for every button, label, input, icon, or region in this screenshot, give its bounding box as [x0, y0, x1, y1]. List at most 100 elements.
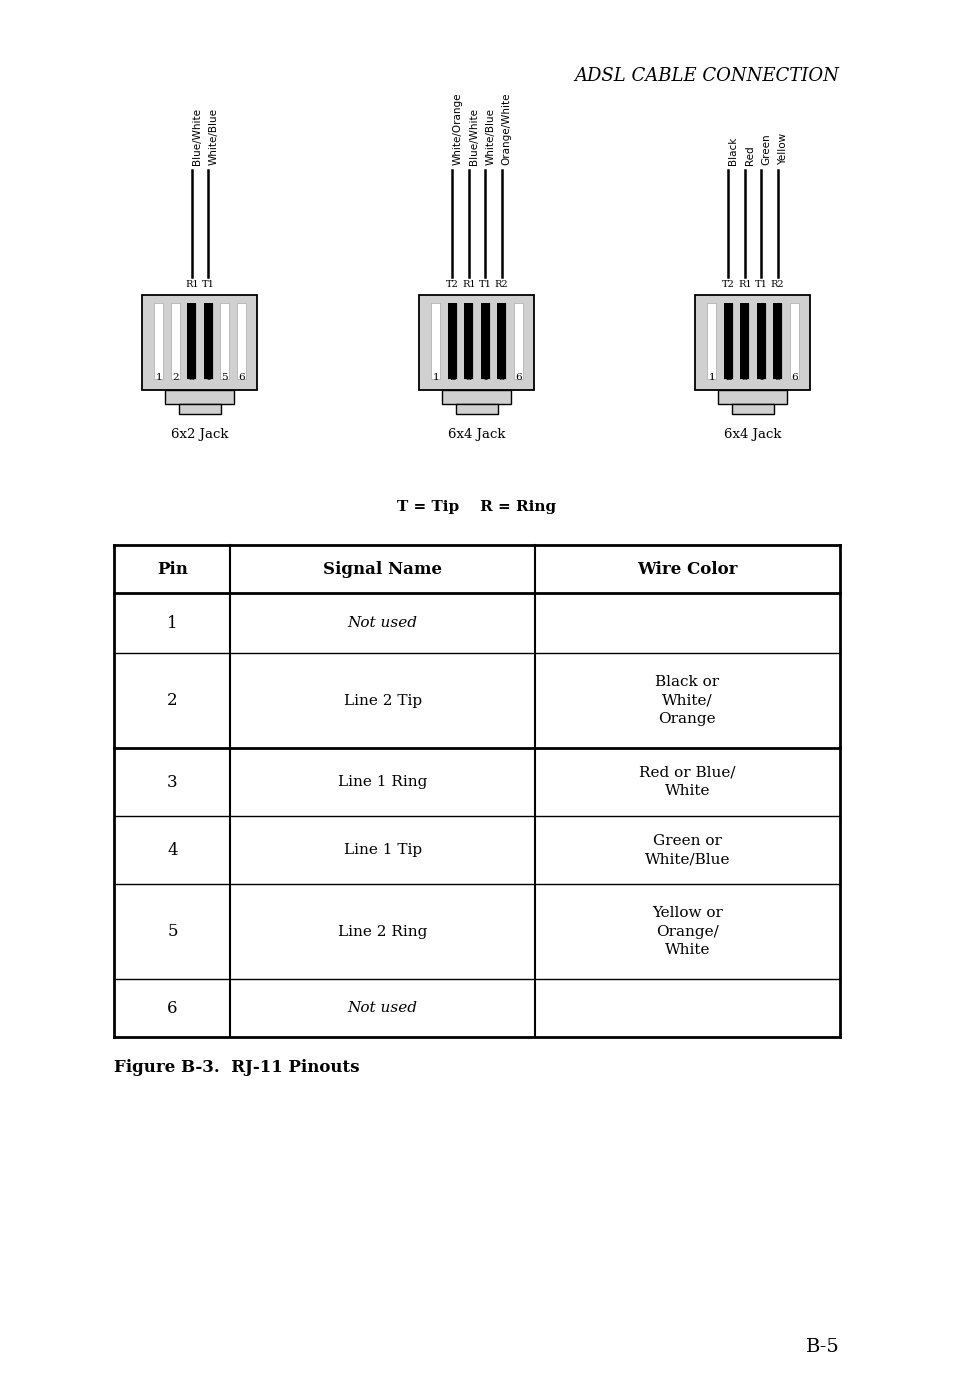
Text: White/Orange: White/Orange [452, 93, 462, 165]
Bar [723, 303, 732, 379]
Bar [165, 390, 234, 404]
Bar [442, 390, 511, 404]
Text: Yellow or
Orange/
White: Yellow or Orange/ White [651, 906, 722, 956]
Bar [464, 303, 473, 379]
Bar [419, 296, 534, 390]
Bar [447, 303, 456, 379]
Text: 3: 3 [465, 373, 472, 382]
Bar [497, 303, 506, 379]
Text: Not used: Not used [348, 616, 417, 630]
Text: R1: R1 [738, 280, 751, 289]
Text: Not used: Not used [348, 1001, 417, 1015]
Text: 4: 4 [205, 373, 212, 382]
Bar [204, 303, 213, 379]
Text: 2: 2 [167, 693, 177, 709]
Bar [464, 303, 473, 379]
Text: 5: 5 [497, 373, 504, 382]
Text: 3: 3 [740, 373, 747, 382]
Text: Black or
White/
Orange: Black or White/ Orange [655, 675, 719, 726]
Bar [513, 303, 522, 379]
Bar [732, 404, 773, 414]
Bar [431, 303, 440, 379]
Bar [707, 303, 716, 379]
Text: Yellow: Yellow [777, 133, 787, 165]
Bar [236, 303, 245, 379]
Text: 4: 4 [757, 373, 763, 382]
Text: Line 1 Ring: Line 1 Ring [337, 775, 427, 788]
Text: Red or Blue/
White: Red or Blue/ White [639, 766, 735, 798]
Text: 5: 5 [774, 373, 781, 382]
Bar [220, 303, 229, 379]
Text: T1: T1 [478, 280, 491, 289]
Text: White/Blue: White/Blue [485, 108, 495, 165]
Bar [204, 303, 213, 379]
Text: 6x4 Jack: 6x4 Jack [448, 428, 505, 441]
Text: 6: 6 [790, 373, 797, 382]
Text: 6x4 Jack: 6x4 Jack [723, 428, 781, 441]
Text: Blue/White: Blue/White [468, 108, 478, 165]
Text: T = Tip    R = Ring: T = Tip R = Ring [397, 500, 556, 514]
Text: Green: Green [760, 133, 770, 165]
Text: ADSL CABLE CONNECTION: ADSL CABLE CONNECTION [574, 67, 839, 85]
Text: 3: 3 [189, 373, 195, 382]
Text: Figure B-3.  RJ-11 Pinouts: Figure B-3. RJ-11 Pinouts [114, 1059, 359, 1076]
Text: Pin: Pin [157, 561, 188, 577]
Bar [695, 296, 810, 390]
Bar [756, 303, 765, 379]
Text: 4: 4 [167, 841, 177, 859]
Bar [723, 303, 732, 379]
Text: Line 2 Tip: Line 2 Tip [343, 694, 421, 708]
Text: 2: 2 [724, 373, 731, 382]
Text: 2: 2 [449, 373, 456, 382]
Text: T1: T1 [754, 280, 767, 289]
Text: B-5: B-5 [805, 1338, 839, 1356]
Text: R1: R1 [185, 280, 198, 289]
Text: 5: 5 [167, 923, 177, 940]
Text: 1: 1 [708, 373, 715, 382]
Text: 5: 5 [221, 373, 228, 382]
Text: 3: 3 [167, 773, 177, 791]
Bar [497, 303, 506, 379]
Text: T2: T2 [721, 280, 734, 289]
Bar [740, 303, 748, 379]
Text: Black: Black [727, 136, 738, 165]
Bar [480, 303, 489, 379]
Text: Green or
White/Blue: Green or White/Blue [644, 834, 729, 866]
Bar [447, 303, 456, 379]
Bar [187, 303, 196, 379]
Text: R2: R2 [495, 280, 508, 289]
Text: Signal Name: Signal Name [323, 561, 442, 577]
Bar [480, 303, 489, 379]
Bar [789, 303, 798, 379]
Text: T1: T1 [202, 280, 214, 289]
Text: 1: 1 [155, 373, 162, 382]
Text: Line 2 Ring: Line 2 Ring [337, 924, 427, 938]
Text: 2: 2 [172, 373, 178, 382]
Text: 6x2 Jack: 6x2 Jack [172, 428, 229, 441]
Text: Blue/White: Blue/White [192, 108, 202, 165]
Text: White/Blue: White/Blue [208, 108, 218, 165]
Bar [740, 303, 748, 379]
Bar [772, 303, 781, 379]
Text: 6: 6 [237, 373, 244, 382]
Bar [756, 303, 765, 379]
Bar [142, 296, 257, 390]
Text: Wire Color: Wire Color [637, 561, 737, 577]
Text: Orange/White: Orange/White [501, 93, 511, 165]
Bar [154, 303, 163, 379]
Text: R1: R1 [461, 280, 476, 289]
Text: Red: Red [744, 146, 754, 165]
Bar [171, 303, 180, 379]
Bar [456, 404, 497, 414]
Text: 6: 6 [515, 373, 521, 382]
Bar [179, 404, 220, 414]
Bar [718, 390, 786, 404]
Bar [187, 303, 196, 379]
Text: 6: 6 [167, 999, 177, 1016]
Text: 1: 1 [167, 615, 177, 632]
Text: 1: 1 [432, 373, 438, 382]
Bar [772, 303, 781, 379]
Text: T2: T2 [445, 280, 458, 289]
Text: R2: R2 [770, 280, 783, 289]
Text: Line 1 Tip: Line 1 Tip [343, 843, 421, 856]
